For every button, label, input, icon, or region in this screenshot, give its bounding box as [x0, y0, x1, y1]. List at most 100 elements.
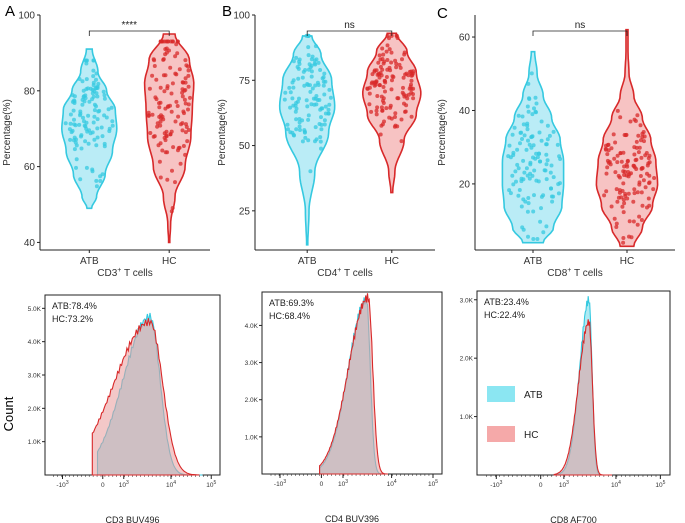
data-point: [631, 199, 636, 204]
data-point: [319, 127, 324, 132]
data-point: [152, 64, 157, 68]
data-point: [387, 36, 391, 41]
data-point: [514, 179, 518, 184]
data-point: [389, 60, 394, 65]
data-point: [166, 104, 170, 109]
y-tick-label: 2.0K: [245, 397, 259, 404]
data-point: [511, 150, 516, 155]
data-point: [164, 50, 169, 55]
data-point: [389, 87, 394, 92]
data-point: [169, 109, 174, 114]
violin-panel-c: 20 40 60 Percentage(%) CD8+ T cells ATB HC ns: [437, 15, 675, 279]
data-point: [102, 93, 107, 98]
data-point: [507, 188, 512, 193]
data-point: [539, 119, 544, 124]
data-point: [614, 225, 619, 229]
data-point: [164, 133, 169, 138]
data-point: [294, 106, 299, 111]
data-point: [394, 65, 399, 70]
data-point: [110, 119, 115, 124]
data-point: [545, 123, 550, 128]
significance-bracket: [532, 30, 628, 36]
y-tick-label: 3.0K: [245, 360, 259, 367]
data-point: [72, 94, 77, 99]
data-point: [86, 113, 91, 118]
data-point: [147, 86, 152, 91]
data-point: [397, 62, 402, 67]
data-point: [393, 115, 397, 119]
data-point: [614, 221, 619, 226]
data-point: [651, 187, 656, 192]
data-point: [296, 66, 301, 71]
data-point: [173, 180, 177, 185]
data-point: [604, 171, 609, 176]
data-point: [526, 234, 530, 239]
panel-letter-b: B: [222, 3, 232, 20]
data-point: [519, 204, 524, 209]
data-point: [640, 203, 645, 208]
data-point: [294, 117, 299, 122]
data-point: [525, 121, 530, 126]
x-tick-label: -103: [490, 480, 502, 489]
data-point: [510, 132, 515, 137]
data-point: [535, 237, 540, 241]
data-point: [67, 127, 72, 132]
data-point: [327, 102, 332, 107]
data-point: [186, 107, 190, 112]
data-point: [544, 224, 549, 229]
y-tick-label: 20: [459, 179, 471, 190]
data-point: [403, 109, 408, 114]
x-tick-label: 104: [166, 480, 176, 489]
data-point: [638, 123, 643, 128]
x-tick-label: 103: [338, 479, 348, 488]
data-point: [621, 240, 626, 245]
data-point: [157, 114, 162, 119]
data-point: [384, 106, 389, 111]
data-point: [74, 157, 79, 162]
y-tick-label: 60: [459, 33, 471, 44]
data-point: [328, 95, 333, 100]
data-point: [94, 143, 99, 148]
data-point: [639, 155, 644, 160]
data-point: [316, 60, 321, 65]
data-point: [294, 101, 299, 105]
data-point: [522, 133, 527, 138]
significance-label: ****: [121, 20, 137, 31]
data-point: [544, 152, 549, 157]
data-point: [513, 169, 518, 174]
data-point: [635, 190, 640, 195]
data-point: [615, 153, 620, 158]
data-point: [99, 125, 104, 130]
data-point: [306, 53, 311, 58]
data-point: [322, 92, 327, 97]
data-point: [518, 141, 522, 146]
data-point: [534, 178, 539, 183]
group-label-atb: ATB: [80, 256, 99, 267]
data-point: [400, 57, 404, 62]
data-point: [305, 104, 310, 109]
data-point: [94, 71, 99, 76]
data-point: [411, 96, 416, 101]
significance-label: ns: [344, 20, 355, 31]
data-point: [173, 119, 178, 124]
data-point: [409, 87, 414, 91]
data-point: [315, 98, 320, 102]
y-tick-label: 3.0K: [28, 373, 42, 380]
data-point: [300, 75, 305, 80]
data-point: [516, 113, 521, 118]
data-point: [550, 199, 555, 204]
data-point: [394, 33, 399, 38]
data-point: [102, 113, 107, 118]
y-tick-label: 100: [233, 11, 250, 22]
data-point: [304, 98, 309, 103]
data-point: [303, 68, 308, 72]
histogram-hc: [319, 293, 388, 475]
data-point: [534, 101, 539, 106]
data-point: [507, 143, 512, 148]
y-tick-label: 1.0K: [460, 414, 474, 421]
data-point: [511, 182, 516, 187]
data-point: [612, 216, 617, 221]
data-point: [86, 141, 91, 146]
data-point: [402, 52, 407, 57]
data-point: [80, 79, 85, 84]
